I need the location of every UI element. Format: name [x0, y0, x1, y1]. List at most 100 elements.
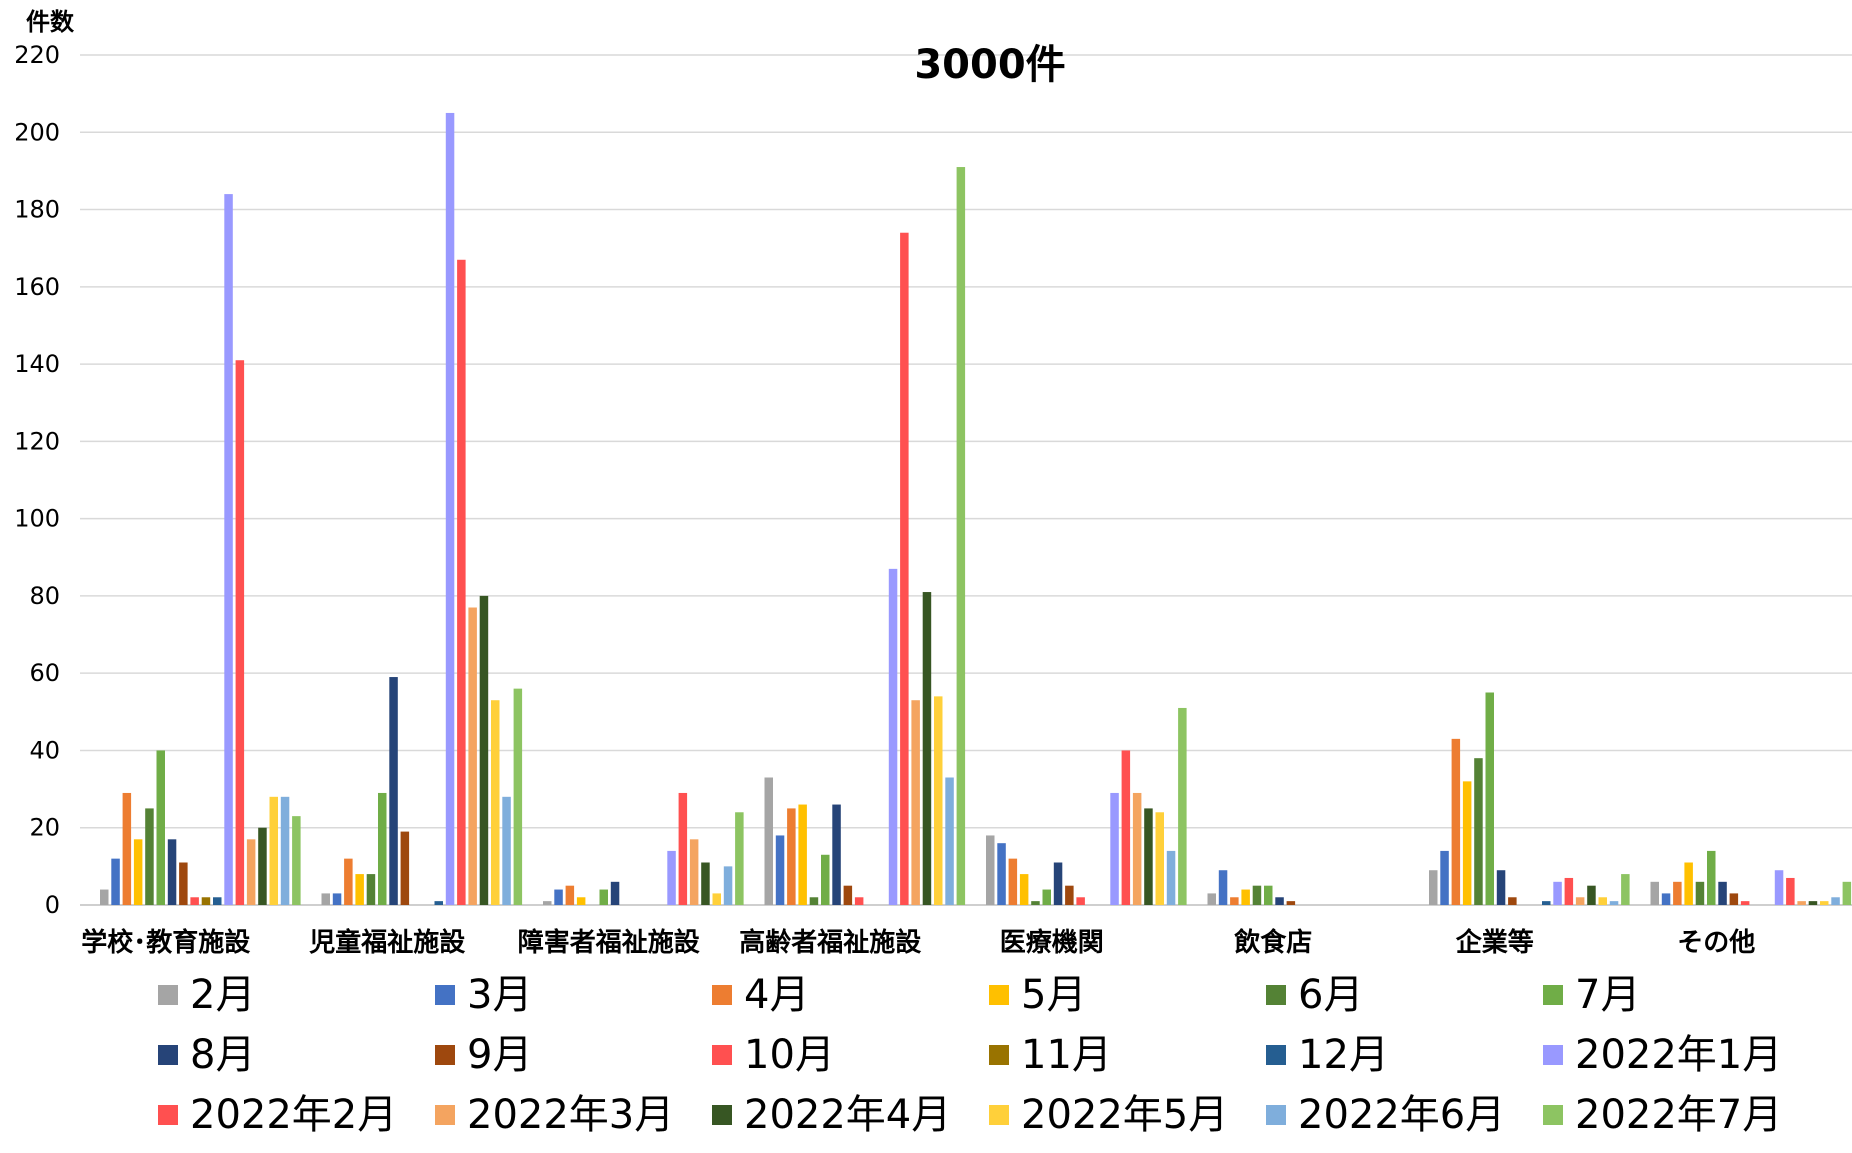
legend-swatch — [1543, 1105, 1563, 1125]
legend-swatch — [712, 1105, 732, 1125]
bar — [224, 194, 233, 905]
bar — [1474, 758, 1483, 905]
bar — [821, 854, 830, 905]
legend-label: 2022年7月 — [1575, 1092, 1782, 1138]
bar — [1564, 877, 1574, 905]
bar — [1008, 858, 1018, 905]
bar — [122, 792, 132, 905]
bar — [911, 700, 920, 905]
bar — [667, 850, 676, 905]
bar — [145, 808, 154, 905]
x-category-label: 学校･教育施設 — [81, 927, 251, 958]
bar — [888, 568, 898, 905]
bar — [1252, 885, 1262, 905]
bar — [156, 750, 165, 905]
legend-swatch — [712, 985, 732, 1005]
y-tick-label: 160 — [14, 273, 60, 301]
legend-label: 2022年1月 — [1575, 1032, 1782, 1078]
bar — [1609, 901, 1619, 905]
legend-label: 2022年5月 — [1021, 1092, 1228, 1138]
bar — [735, 812, 744, 905]
legend-swatch — [1266, 1105, 1286, 1125]
bar — [434, 901, 443, 905]
y-tick-label: 80 — [29, 582, 60, 610]
y-tick-label: 180 — [14, 196, 60, 224]
bar — [1065, 885, 1074, 905]
bar — [712, 893, 721, 905]
bar — [213, 897, 222, 905]
bar — [502, 796, 511, 905]
y-tick-label: 20 — [29, 814, 60, 842]
bar — [201, 897, 211, 905]
bar — [400, 831, 410, 905]
bar — [321, 893, 330, 905]
bar — [1587, 885, 1596, 905]
bar — [1673, 881, 1682, 905]
bar — [280, 796, 290, 905]
bar — [1451, 738, 1461, 905]
bar — [1542, 901, 1551, 905]
y-tick-label: 140 — [14, 350, 60, 378]
bar — [1241, 889, 1250, 905]
bar — [1820, 901, 1829, 905]
bar — [479, 595, 489, 905]
bar — [513, 688, 523, 905]
legend-label: 2022年6月 — [1298, 1092, 1505, 1138]
bar — [843, 885, 853, 905]
bar — [457, 259, 466, 906]
bar — [723, 866, 733, 905]
bar — [678, 792, 688, 905]
bar — [543, 901, 552, 905]
bar — [1042, 889, 1051, 905]
bar — [1230, 897, 1239, 905]
bar — [1286, 901, 1296, 905]
legend-label: 7月 — [1575, 972, 1640, 1018]
y-tick-label: 0 — [45, 891, 60, 919]
bar — [1575, 897, 1585, 905]
legend-label: 2022年2月 — [190, 1092, 397, 1138]
legend-swatch — [1543, 985, 1563, 1005]
bar — [167, 839, 177, 905]
legend-label: 3月 — [467, 972, 532, 1018]
legend-label: 12月 — [1298, 1032, 1389, 1078]
bar — [269, 796, 278, 905]
bar — [1275, 897, 1284, 905]
bar — [111, 858, 120, 905]
legend-swatch — [712, 1045, 732, 1065]
bar — [599, 889, 608, 905]
legend-label: 5月 — [1021, 972, 1086, 1018]
bar — [1496, 870, 1506, 905]
legend-label: 9月 — [467, 1032, 532, 1078]
bar — [1774, 870, 1784, 905]
y-tick-label: 200 — [14, 118, 60, 146]
bar — [1207, 893, 1216, 905]
bar — [1786, 877, 1795, 905]
bar — [1132, 792, 1142, 905]
x-category-label: 企業等 — [1456, 927, 1534, 958]
y-tick-label: 220 — [14, 41, 60, 69]
bar — [190, 897, 199, 905]
gridlines — [80, 54, 1852, 906]
legend-swatch — [158, 1105, 178, 1125]
bar — [1144, 808, 1153, 905]
bar — [1110, 792, 1119, 905]
y-tick-label: 100 — [14, 505, 60, 533]
bar — [986, 835, 995, 905]
x-category-label: その他 — [1677, 928, 1755, 958]
bar — [378, 792, 387, 905]
legend-swatch — [989, 985, 1009, 1005]
bar — [997, 843, 1006, 905]
bar — [1019, 874, 1029, 905]
legend-swatch — [989, 1105, 1009, 1125]
bar — [1264, 885, 1273, 905]
bar — [689, 839, 699, 905]
chart-title: 3000件 — [914, 42, 1065, 88]
bar — [1155, 812, 1164, 905]
x-category-label: 児童福祉施設 — [309, 927, 466, 958]
legend-label: 2月 — [190, 972, 255, 1018]
legend-swatch — [435, 1105, 455, 1125]
bar — [1166, 850, 1176, 905]
bar — [764, 777, 773, 905]
x-category-label: 障害者福祉施設 — [518, 927, 701, 958]
